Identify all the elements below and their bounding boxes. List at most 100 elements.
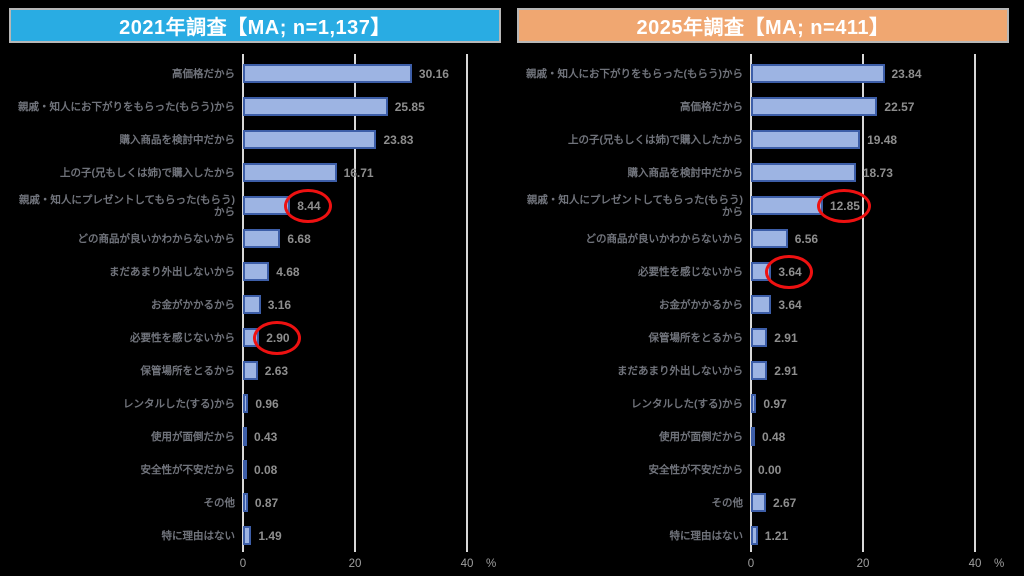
bar-row: レンタルした(する)から 0.97 [517,387,1009,420]
bar [751,295,772,314]
bar-rows-2025: 親戚・知人にお下がりをもらった(もらう)から 23.84 高価格だから 22.5… [517,57,1009,552]
bar [243,328,260,347]
category-label: 使用が面倒だから [659,430,743,443]
bar-row: 保管場所をとるから 2.63 [9,354,501,387]
category-label: まだあまり外出しないから [109,265,235,278]
bar-row: 特に理由はない 1.49 [9,519,501,552]
bar-row: どの商品が良いかわからないから 6.68 [9,222,501,255]
tick-0: 0 [239,558,247,570]
bar [751,394,757,413]
bar-row: 保管場所をとるから 2.91 [517,321,1009,354]
bar [243,163,337,182]
category-label: 特に理由はない [669,529,744,542]
bar [243,97,388,116]
value-label: 2.63 [264,363,289,378]
gridline-20 [354,54,356,552]
value-label: 0.00 [758,462,782,477]
bar [751,163,856,182]
bar [243,196,291,215]
bar-row: 必要性を感じないから 3.64 [517,254,1009,289]
bar [243,295,261,314]
bar-row: 購入商品を検討中だから 18.73 [517,156,1009,189]
value-label: 0.97 [763,396,787,411]
value-label: 3.64 [778,297,802,312]
category-label: 上の子(兄もしくは姉)で購入したから [568,133,743,146]
value-label: 2.91 [774,330,798,345]
plot-area-2021: 高価格だから 30.16 親戚・知人にお下がりをもらった(もらう)から 25.8… [9,54,501,552]
bar-row: 上の子(兄もしくは姉)で購入したから 19.48 [517,123,1009,156]
category-label: レンタルした(する)から [631,397,743,410]
bar-row: 親戚・知人にプレゼントしてもらった(もらう)から 8.44 [9,188,501,223]
value-label: 22.57 [884,99,915,114]
category-label: レンタルした(する)から [123,397,235,410]
bar [243,460,247,479]
bar-row: 使用が面倒だから 0.43 [9,420,501,453]
value-label: 8.44 [284,188,332,223]
value-label: 30.16 [418,66,449,81]
highlight-circle [284,188,332,223]
category-label: 安全性が不安だから [648,463,744,476]
category-label: その他 [203,496,236,509]
gridline-40 [974,54,976,552]
tick-20: 20 [348,558,362,570]
bar-row: 高価格だから 30.16 [9,57,501,90]
value-label: 0.48 [762,429,786,444]
bar [751,97,878,116]
value-label: 25.85 [394,99,425,114]
bar-row: 親戚・知人にお下がりをもらった(もらう)から 23.84 [517,57,1009,90]
bar [243,64,412,83]
value-label: 0.96 [255,396,279,411]
highlight-circle [253,320,301,355]
category-label: 特に理由はない [161,529,236,542]
value-label: 3.16 [267,297,292,312]
category-label: 親戚・知人にお下がりをもらった(もらう)から [18,100,235,113]
bar-row: 上の子(兄もしくは姉)で購入したから 16.71 [9,156,501,189]
category-label: 必要性を感じないから [638,265,743,278]
category-label: 高価格だから [172,67,235,80]
percent-unit-label: % [486,558,497,570]
bar-row: 安全性が不安だから 0.00 [517,453,1009,486]
chart-title-2025: 2025年調査【MA; n=411】 [517,8,1009,43]
bar-row: 安全性が不安だから 0.08 [9,453,501,486]
bar [751,361,768,380]
chart-2021-survey: 2021年調査【MA; n=1,137】 高価格だから 30.16 親戚・知人に… [9,8,501,576]
bar-row: その他 2.67 [517,486,1009,519]
bar-row: 親戚・知人にプレゼントしてもらった(もらう)から 12.85 [517,188,1009,223]
bar-row: 親戚・知人にお下がりをもらった(もらう)から 25.85 [9,90,501,123]
bar-row: その他 0.87 [9,486,501,519]
value-label: 6.68 [287,231,311,246]
category-label: その他 [711,496,744,509]
plot-area-2025: 親戚・知人にお下がりをもらった(もらう)から 23.84 高価格だから 22.5… [517,54,1009,552]
bar-row: お金がかかるから 3.16 [9,288,501,321]
bar [243,526,252,545]
value-label: 16.71 [343,165,374,180]
value-label: 23.83 [383,132,414,147]
bar-row: レンタルした(する)から 0.96 [9,387,501,420]
bar [751,328,768,347]
bar-row: 購入商品を検討中だから 23.83 [9,123,501,156]
category-label: 購入商品を検討中だから [627,166,744,179]
value-label: 12.85 [816,188,871,223]
category-label: 安全性が不安だから [140,463,236,476]
bar [751,427,755,446]
bar [751,64,885,83]
category-label: 親戚・知人にプレゼントしてもらった(もらう)から [18,193,235,218]
value-label: 1.21 [764,528,789,543]
highlight-circle [816,188,871,223]
bar [243,493,248,512]
bar-row: まだあまり外出しないから 2.91 [517,354,1009,387]
category-label: どの商品が良いかわからないから [585,232,744,245]
value-label: 0.87 [254,495,279,510]
category-label: どの商品が良いかわからないから [77,232,236,245]
value-label: 6.56 [794,231,819,246]
value-label: 0.43 [254,429,278,444]
bar [751,196,823,215]
bar [751,130,861,149]
value-label: 2.90 [253,320,301,355]
tick-0: 0 [747,558,755,570]
bar [243,262,270,281]
highlight-circle [765,254,813,289]
bar [243,361,258,380]
chart-title-2021: 2021年調査【MA; n=1,137】 [9,8,501,43]
chart-2025-survey: 2025年調査【MA; n=411】 親戚・知人にお下がりをもらった(もらう)か… [517,8,1009,576]
